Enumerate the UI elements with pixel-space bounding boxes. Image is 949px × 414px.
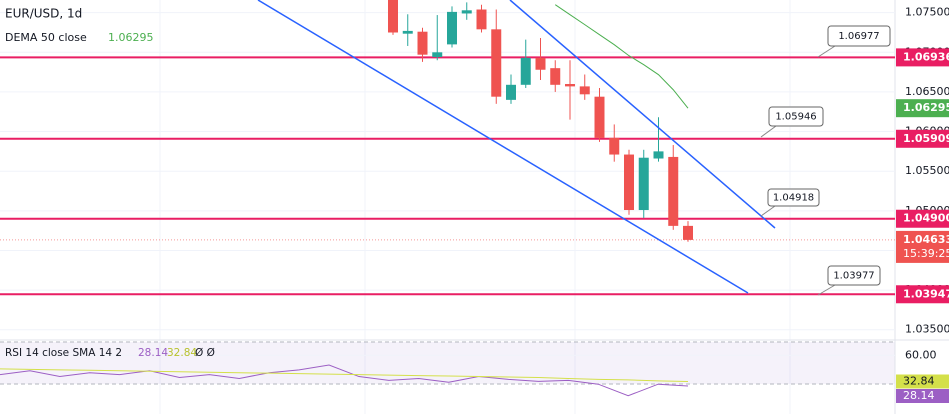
rsi-value: 28.14 (138, 347, 168, 359)
callout-pointer (817, 45, 836, 58)
candle-body (565, 84, 575, 87)
callout-pointer (760, 125, 777, 138)
rsi-line (0, 368, 689, 382)
level-badge-text: 1.04900 (903, 212, 949, 225)
candle-body (461, 10, 472, 14)
candle-body (550, 68, 561, 85)
price-badge-text: 1.04633 (903, 233, 949, 246)
y-tick-label: 1.07500 (905, 6, 949, 19)
y-tick-label: 1.05500 (905, 164, 949, 177)
candle-body (668, 156, 679, 226)
y-tick-label: 1.06500 (905, 85, 949, 98)
callout-pointer (817, 284, 836, 296)
callout-text: 1.04918 (773, 193, 814, 204)
level-badge-text: 1.03947 (903, 287, 949, 300)
vertical-grid (159, 0, 791, 414)
callout-text: 1.05946 (775, 112, 816, 123)
level-badge (896, 209, 949, 228)
rsi-badge (896, 374, 949, 389)
candle-body (432, 52, 443, 58)
callout-box (767, 188, 820, 207)
level-badge (896, 129, 949, 148)
candle-body (447, 11, 457, 45)
price-badge (896, 99, 949, 118)
rsi-title: RSI 14 close SMA 14 2 (5, 347, 122, 359)
candle-body (388, 0, 398, 33)
callout-pointer (760, 205, 776, 217)
price-badge (896, 230, 949, 263)
candle-body (683, 225, 693, 240)
candle-body (402, 30, 413, 34)
candle-body (520, 57, 531, 85)
rsi-band (0, 342, 895, 384)
candle-body (653, 151, 664, 159)
callout-text: 1.03977 (833, 271, 874, 282)
price-badge-text: 1.06295 (903, 101, 949, 114)
y-tick-label: 1.03500 (905, 323, 949, 336)
callout-box (768, 106, 824, 127)
indicator-line (554, 4, 689, 109)
candle-body (579, 86, 590, 95)
level-badge-text: 1.06936 (903, 50, 949, 63)
chart-title: EUR/USD, 1d (5, 7, 82, 21)
rsi-flags: Ø Ø (195, 347, 215, 359)
legend-entry: DEMA 50 close (5, 31, 87, 44)
rsi-badge-text: 32.84 (903, 374, 935, 387)
rsi-line (0, 364, 689, 397)
callout: 1.04918 (760, 188, 820, 217)
y-tick-label: 60.00 (905, 348, 937, 361)
callout-text: 1.06977 (838, 31, 879, 42)
rsi-badge-text: 28.14 (903, 389, 935, 402)
candle-body (594, 96, 605, 138)
trend-line (257, 0, 749, 294)
candle-body (491, 29, 502, 97)
candle-body (476, 9, 487, 30)
rsi-badge (896, 389, 949, 403)
callout: 1.06977 (817, 25, 891, 58)
candle-body (506, 84, 516, 100)
level-badge-text: 1.05909 (903, 132, 949, 145)
callout-box (827, 25, 891, 47)
candle-body (535, 57, 546, 70)
callout: 1.03977 (817, 265, 881, 296)
countdown: 15:39:25 (903, 247, 949, 260)
candle-body (638, 157, 649, 211)
level-badge (896, 285, 949, 304)
candle-body (417, 31, 428, 55)
level-badge (896, 48, 949, 67)
sma-value: 32.84 (167, 347, 197, 359)
candle-body (624, 154, 634, 211)
callout: 1.05946 (760, 106, 824, 138)
trend-line (509, 0, 776, 229)
callout-box (827, 265, 881, 286)
candle-body (609, 137, 620, 155)
legend-value: 1.06295 (108, 31, 154, 44)
